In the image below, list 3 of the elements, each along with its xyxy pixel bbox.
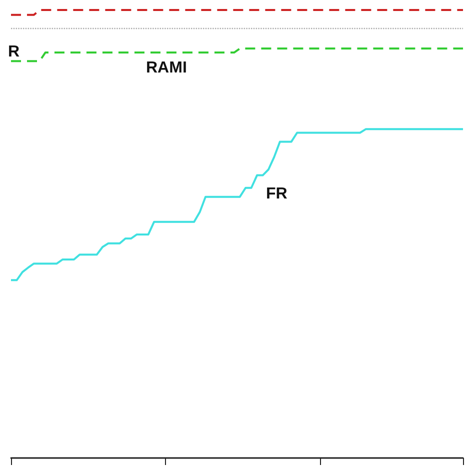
annotation: RAMI: [146, 60, 187, 76]
annotation: FR: [266, 186, 288, 202]
annotation: R: [8, 44, 20, 60]
